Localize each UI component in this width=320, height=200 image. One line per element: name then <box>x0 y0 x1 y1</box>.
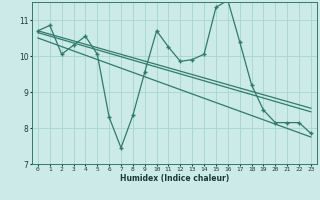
X-axis label: Humidex (Indice chaleur): Humidex (Indice chaleur) <box>120 174 229 183</box>
